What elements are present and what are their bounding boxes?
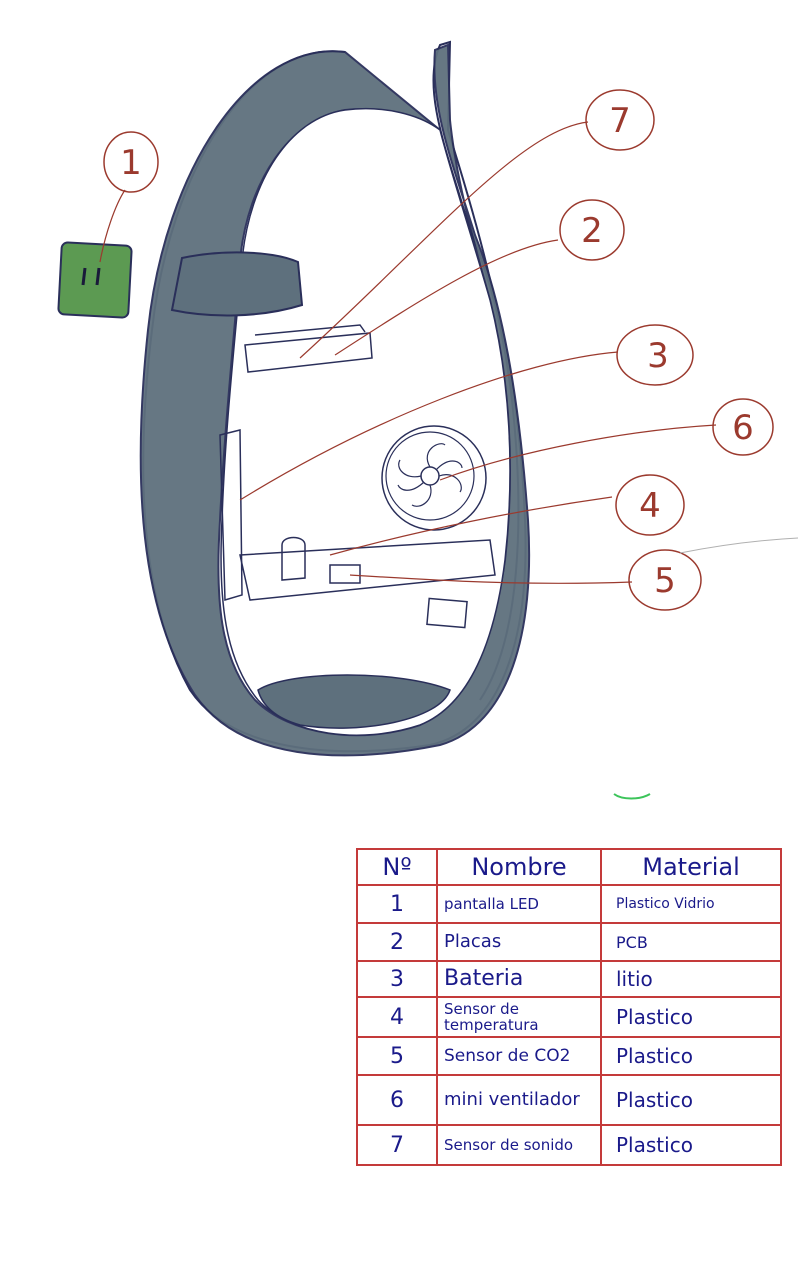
header-name: Nombre <box>436 848 602 886</box>
table-row: 4 Sensor de temperatura Plastico <box>356 996 782 1038</box>
row-material: PCB <box>600 922 782 962</box>
callout-circle-6 <box>712 398 774 456</box>
table-header-row: Nº Nombre Material <box>356 848 782 886</box>
row-material: Plastico <box>600 996 782 1038</box>
fan-icon <box>381 425 487 531</box>
callout-circle-3 <box>616 324 694 386</box>
table-row: 7 Sensor de sonido Plastico <box>356 1124 782 1166</box>
sensor-temp <box>281 536 306 581</box>
battery <box>219 429 243 601</box>
green-mark <box>613 793 651 800</box>
row-name: pantalla LED <box>436 884 602 924</box>
row-material: Plastico Vidrio <box>600 884 782 924</box>
row-material: Plastico <box>600 1036 782 1076</box>
callout-label-3: 3 <box>647 336 669 376</box>
row-material: Plastico <box>600 1074 782 1126</box>
board-bottom <box>239 539 496 601</box>
callout-label-4: 4 <box>639 486 661 526</box>
row-name: Placas <box>436 922 602 962</box>
table-row: 5 Sensor de CO2 Plastico <box>356 1036 782 1076</box>
callout-label-5: 5 <box>654 561 676 601</box>
row-name: Sensor de temperatura <box>436 996 602 1038</box>
table-row: 3 Bateria litio <box>356 960 782 998</box>
row-material: Plastico <box>600 1124 782 1166</box>
callout-circle-4 <box>615 474 685 536</box>
board-top <box>244 332 373 373</box>
header-material: Material <box>600 848 782 886</box>
row-number: 7 <box>356 1124 438 1166</box>
led-screen <box>57 241 133 319</box>
sensor-co2 <box>329 564 361 584</box>
sensor-sound <box>426 597 468 629</box>
table-row: 2 Placas PCB <box>356 922 782 962</box>
callout-circle-1 <box>103 131 159 193</box>
row-name: mini ventilador <box>436 1074 602 1126</box>
callout-circle-2 <box>559 199 625 261</box>
header-number: Nº <box>356 848 438 886</box>
leader-lines <box>99 121 717 584</box>
row-number: 3 <box>356 960 438 998</box>
row-material: litio <box>600 960 782 998</box>
table-row: 1 pantalla LED Plastico Vidrio <box>356 884 782 924</box>
row-number: 1 <box>356 884 438 924</box>
row-number: 5 <box>356 1036 438 1076</box>
table-row: 6 mini ventilador Plastico <box>356 1074 782 1126</box>
callout-label-2: 2 <box>581 211 603 251</box>
strap-clip <box>170 251 304 317</box>
row-name: Bateria <box>436 960 602 998</box>
row-number: 6 <box>356 1074 438 1126</box>
inner-cavity <box>220 107 511 736</box>
row-number: 4 <box>356 996 438 1038</box>
callout-circle-5 <box>628 549 702 611</box>
shell-band <box>139 43 531 757</box>
base-pad <box>257 674 451 729</box>
row-number: 2 <box>356 922 438 962</box>
callout-label-1: 1 <box>120 143 142 183</box>
callout-circle-7 <box>585 89 655 151</box>
board-top-2 <box>254 324 366 336</box>
device-sketch: 1 7 2 3 6 4 5 <box>57 40 799 800</box>
row-name: Sensor de CO2 <box>436 1036 602 1076</box>
row-name: Sensor de sonido <box>436 1124 602 1166</box>
callout-label-6: 6 <box>732 408 754 448</box>
parts-table: Nº Nombre Material 1 pantalla LED Plasti… <box>356 848 782 1166</box>
callout-label-7: 7 <box>609 101 631 141</box>
